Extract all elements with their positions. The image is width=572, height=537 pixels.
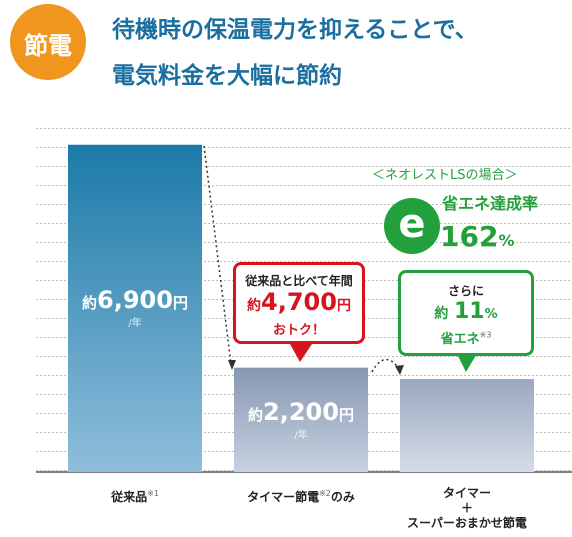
category-part: 従来品 <box>111 490 148 504</box>
prefix: 約 <box>434 306 449 322</box>
category-part: タイマー <box>442 486 491 500</box>
callout-red: 従来品と比べて年間 約4,700円 おトク！ <box>233 262 365 344</box>
callout-value: 約 11% <box>401 299 531 328</box>
neo-value: 162% <box>440 220 514 253</box>
note: ※2 <box>319 489 331 498</box>
number: 162 <box>440 220 499 253</box>
x-tick-label: タイマー節電※2のみ <box>221 486 381 505</box>
number: 4,700 <box>261 288 337 316</box>
neo-heading: ＜ネオレストLSの場合＞ <box>372 168 518 183</box>
neo-label: 省エネ達成率 <box>442 194 539 213</box>
note: ※1 <box>147 489 159 498</box>
unit: % <box>498 231 515 250</box>
x-tick-label: タイマー＋スーパーおまかせ節電 <box>387 486 547 531</box>
per: /年 <box>128 318 142 330</box>
arrow-head <box>228 360 236 370</box>
number: 11 <box>453 299 485 324</box>
prefix: 約 <box>247 298 262 314</box>
callout-pointer <box>290 344 312 362</box>
note: ※3 <box>479 330 492 340</box>
per: /年 <box>294 429 308 441</box>
arrow-head <box>395 365 404 375</box>
callout-text: おトク！ <box>272 323 325 338</box>
value-line: 約6,900円 <box>68 286 202 314</box>
unit: 円 <box>338 405 354 424</box>
unit: 円 <box>172 294 188 313</box>
callout-pointer <box>456 352 478 372</box>
bar <box>234 367 368 472</box>
badge: 節電 <box>24 32 72 60</box>
eco-icon <box>384 198 440 254</box>
number: 2,200 <box>263 397 339 426</box>
value-label: 約2,200円/年 <box>234 398 368 441</box>
unit: 円 <box>336 298 351 314</box>
number: 6,900 <box>97 286 173 315</box>
x-tick-label: 従来品※1 <box>55 486 215 505</box>
arrow <box>203 145 232 365</box>
prefix: 約 <box>82 294 98 313</box>
badge-circle <box>10 4 86 80</box>
value-line: 約2,200円 <box>234 398 368 426</box>
arrow <box>371 358 401 373</box>
unit: % <box>484 307 498 322</box>
bar <box>68 144 202 472</box>
callout-green: さらに 約 11% 省エネ※3 <box>398 270 534 356</box>
value-label: 約6,900円/年 <box>68 286 202 329</box>
category-part: のみ <box>330 490 355 504</box>
title: 電気料金を大幅に節約 <box>112 63 342 89</box>
title: 待機時の保温電力を抑えることで、 <box>112 17 478 43</box>
callout-text: さらに <box>447 284 484 298</box>
callout-text: 省エネ※3 <box>401 328 531 347</box>
callout-text: 従来品と比べて年間 <box>245 274 353 288</box>
callout-value: 約4,700円 <box>236 289 362 319</box>
category-part: スーパーおまかせ節電 <box>407 516 527 530</box>
category-part: ＋ <box>460 501 473 515</box>
text: 省エネ <box>440 332 480 347</box>
bar <box>400 379 534 472</box>
prefix: 約 <box>248 405 264 424</box>
eco-icon-letter: e <box>398 201 426 247</box>
category-part: タイマー節電 <box>247 490 320 504</box>
